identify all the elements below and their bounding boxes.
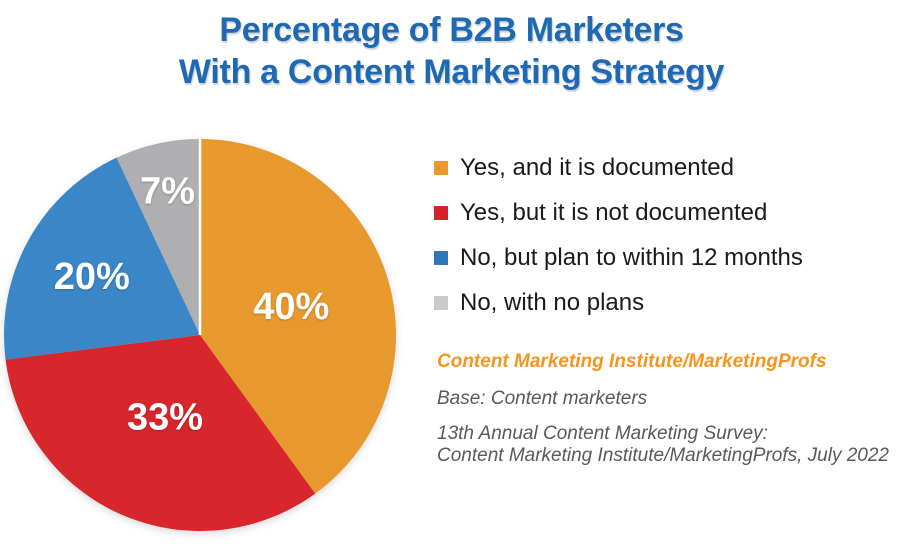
legend-item-not-documented: Yes, but it is not documented [434,190,803,235]
source-survey-line2: Content Marketing Institute/MarketingPro… [437,445,890,466]
legend-item-label: No, with no plans [460,288,645,316]
source-survey-line1: 13th Annual Content Marketing Survey: [437,423,768,444]
pie-slice-label-0: 40% [253,286,329,328]
pie-slice-2 [4,157,200,360]
legend-item-label: Yes, and it is documented [460,153,734,181]
pie-slice-0 [200,139,397,494]
legend-swatch-blue-icon [434,250,448,265]
pie-slice-3 [116,139,200,335]
source-base: Base: Content marketers [437,388,648,409]
legend-item-no-plans: No, with no plans [434,280,803,325]
legend-item-label: No, but plan to within 12 months [460,243,803,271]
chart-title-line2: With a Content Marketing Strategy [178,53,725,91]
source-survey: 13th Annual Content Marketing Survey: Co… [437,423,889,467]
pie-slice-1 [5,335,316,532]
source-brand: Content Marketing Institute/MarketingPro… [437,351,827,372]
chart-title: Percentage of B2B Marketers With a Conte… [0,9,903,93]
legend-item-documented: Yes, and it is documented [434,145,803,190]
pie-chart: 40% 33% 20% 7% [4,139,397,532]
legend-swatch-red-icon [434,205,448,220]
source-block: Content Marketing Institute/MarketingPro… [437,351,889,467]
chart-title-line1: Percentage of B2B Marketers [219,11,684,49]
pie-slice-label-1: 33% [127,397,203,439]
legend: Yes, and it is documented Yes, but it is… [434,145,803,325]
legend-item-plan-12-months: No, but plan to within 12 months [434,235,803,280]
legend-item-label: Yes, but it is not documented [460,198,768,226]
pie-slice-label-2: 20% [54,256,130,298]
legend-swatch-orange-icon [434,160,448,175]
legend-swatch-gray-icon [434,295,448,310]
pie-slice-label-3: 7% [140,170,195,212]
